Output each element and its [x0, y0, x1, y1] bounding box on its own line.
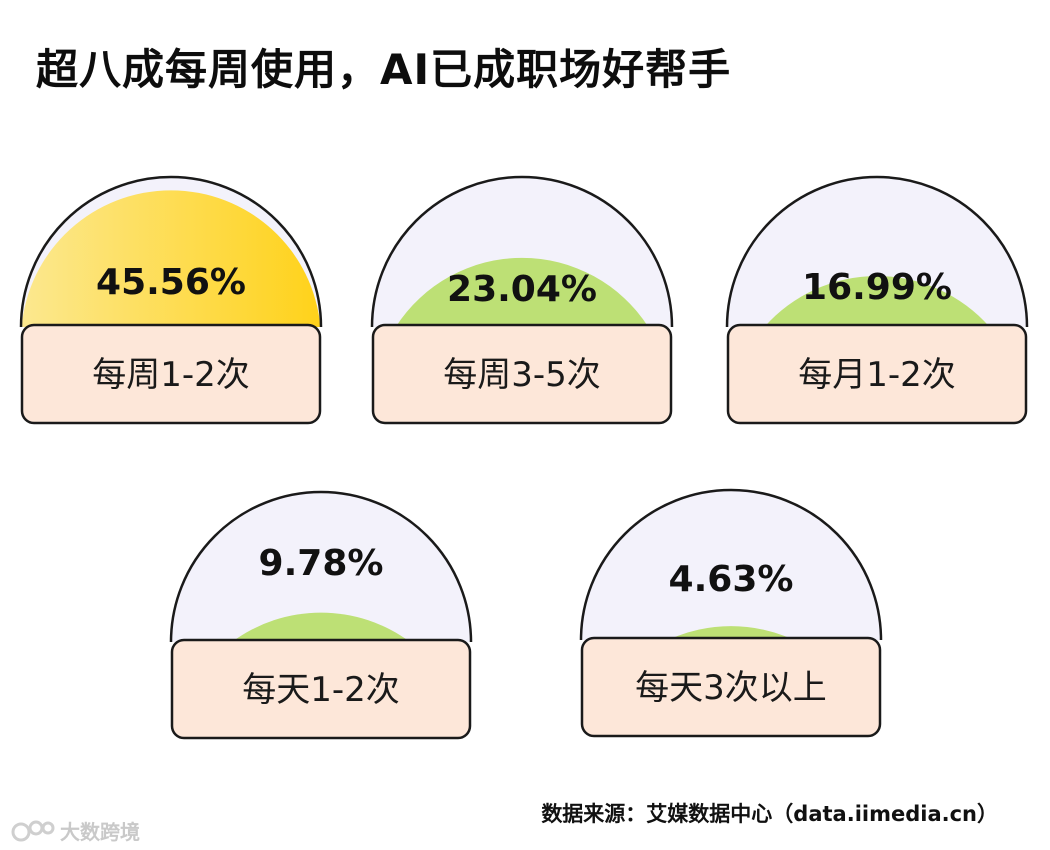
gauge-outline: [579, 488, 883, 641]
gauge-card: 每天1-2次 9.78%: [169, 490, 473, 740]
category-label: 每天3次以上: [635, 668, 827, 708]
category-label-box: [170, 638, 472, 740]
gauge-fill: [395, 257, 649, 327]
gauge-outline: [19, 175, 323, 328]
gauge-dome: [171, 492, 471, 642]
value-label: 4.63%: [669, 559, 794, 600]
gauge-fill: [21, 190, 321, 327]
value-label: 9.78%: [259, 543, 384, 584]
data-source: 数据来源：艾媒数据中心（data.iimedia.cn）: [541, 802, 998, 826]
category-label: 每周1-2次: [92, 355, 250, 395]
gauge-outline: [370, 175, 674, 328]
gauge-dome: [727, 177, 1027, 327]
gauge-fill: [231, 612, 411, 642]
category-label-box: [371, 323, 673, 425]
gauge-card: 每周3-5次 23.04%: [370, 175, 674, 425]
watermark: 大数跨境: [10, 816, 140, 845]
gauge-outline: [169, 490, 473, 643]
value-label: 16.99%: [802, 267, 952, 308]
gauge-card: 每月1-2次 16.99%: [725, 175, 1029, 425]
category-label: 每月1-2次: [798, 355, 956, 395]
gauge-fill: [667, 626, 795, 640]
gauge-card: 每周1-2次 45.56%: [19, 175, 323, 425]
category-label: 每天1-2次: [242, 670, 400, 710]
category-label-box: [20, 323, 322, 425]
watermark-logo-icon: [11, 820, 55, 841]
gauge-outline: [725, 175, 1029, 328]
gauge-fill: [764, 276, 990, 327]
watermark-text: 大数跨境: [60, 820, 140, 844]
category-label-box: [726, 323, 1028, 425]
category-label-box: [580, 636, 882, 738]
value-label: 23.04%: [447, 269, 597, 310]
gauge-dome: [581, 490, 881, 640]
chart-title: 超八成每周使用，AI已成职场好帮手: [36, 45, 732, 94]
category-label: 每周3-5次: [443, 355, 601, 395]
gauge-card: 每天3次以上 4.63%: [579, 488, 883, 738]
value-label: 45.56%: [96, 262, 246, 303]
